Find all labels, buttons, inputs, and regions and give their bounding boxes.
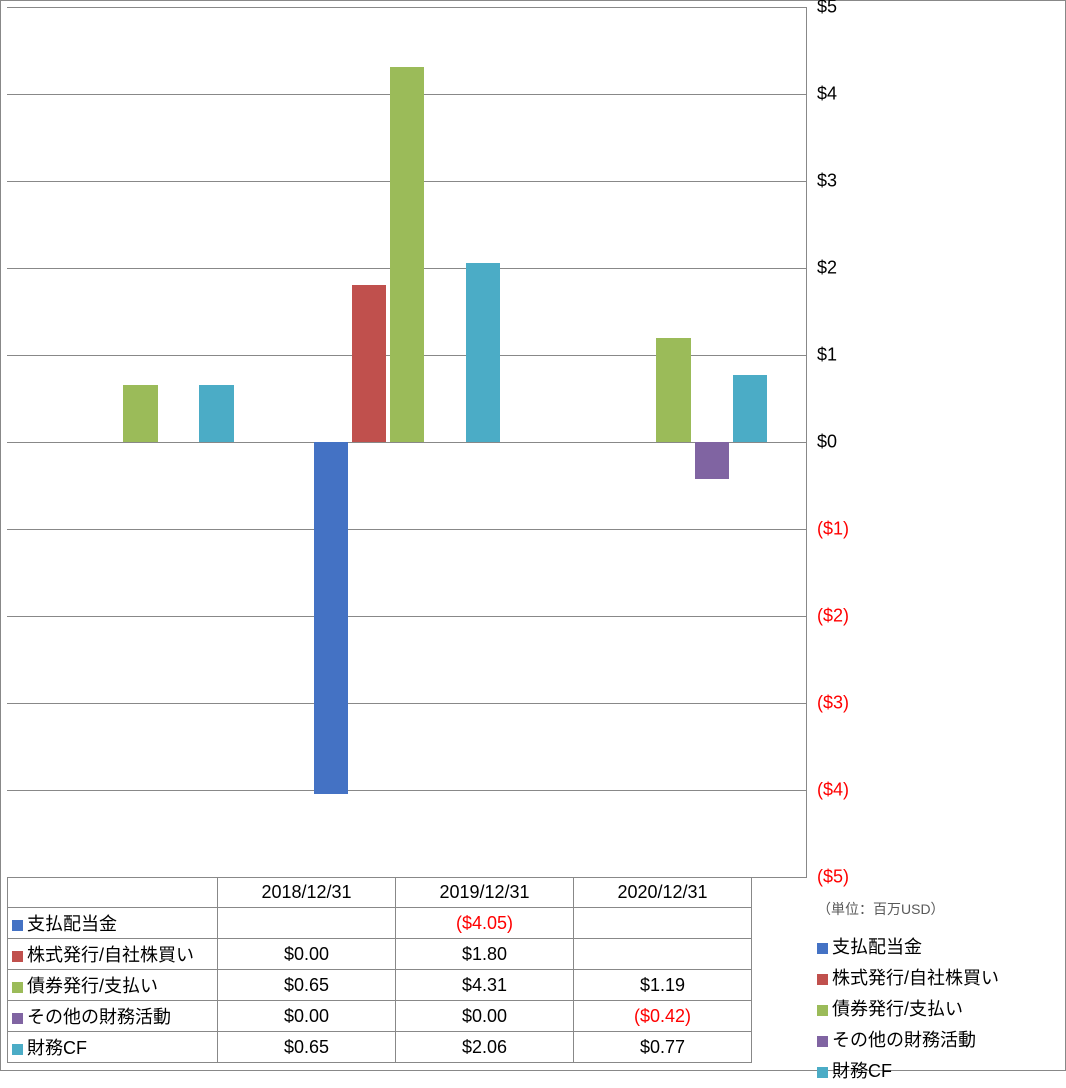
legend-label: 財務CF xyxy=(832,1061,892,1081)
gridline xyxy=(7,703,807,704)
table-header-row: 2018/12/312019/12/312020/12/31 xyxy=(8,878,752,908)
row-label-cell: 財務CF xyxy=(8,1032,218,1063)
table-row: 債券発行/支払い $0.65$4.31$1.19 xyxy=(8,970,752,1001)
y-tick-label: ($1) xyxy=(817,519,849,540)
table-cell xyxy=(218,908,396,939)
table-row: 財務CF $0.65$2.06$0.77 xyxy=(8,1032,752,1063)
table-row: 支払配当金 ($4.05) xyxy=(8,908,752,939)
gridline xyxy=(7,7,807,8)
bar-fincf xyxy=(733,375,767,442)
chart-container: $5 $4 $3 $2 $1 $0 ($1) ($2) ($3) ($4) ($5) （単位：百万U… xyxy=(0,0,1066,1071)
series-swatch xyxy=(12,1044,23,1055)
table-cell: $0.65 xyxy=(218,970,396,1001)
table-header-cell: 2019/12/31 xyxy=(396,878,574,908)
table-cell xyxy=(574,939,752,970)
legend-swatch xyxy=(817,1036,828,1047)
legend-label: 債券発行/支払い xyxy=(832,999,963,1019)
legend: 支払配当金株式発行/自社株買い債券発行/支払いその他の財務活動財務CF xyxy=(817,933,999,1088)
row-label-cell: その他の財務活動 xyxy=(8,1001,218,1032)
series-swatch xyxy=(12,1013,23,1024)
table-row: その他の財務活動$0.00$0.00($0.42) xyxy=(8,1001,752,1032)
table-cell: ($4.05) xyxy=(396,908,574,939)
y-tick-label: ($2) xyxy=(817,606,849,627)
y-tick-label: $1 xyxy=(817,345,837,366)
bar-fincf xyxy=(466,263,500,442)
table-cell: $1.80 xyxy=(396,939,574,970)
bar-debt xyxy=(390,67,424,442)
row-label-text: 債券発行/支払い xyxy=(27,976,158,996)
legend-label: その他の財務活動 xyxy=(832,1030,976,1050)
row-label-cell: 支払配当金 xyxy=(8,908,218,939)
legend-label: 株式発行/自社株買い xyxy=(832,968,999,988)
y-tick-label: $2 xyxy=(817,258,837,279)
legend-item: 株式発行/自社株買い xyxy=(817,964,999,990)
table-cell: $0.77 xyxy=(574,1032,752,1063)
row-label-cell: 債券発行/支払い xyxy=(8,970,218,1001)
table-cell: $0.65 xyxy=(218,1032,396,1063)
table-header-cell: 2020/12/31 xyxy=(574,878,752,908)
table-cell: $0.00 xyxy=(218,939,396,970)
bar-dividends xyxy=(314,442,348,794)
y-tick-label: $0 xyxy=(817,432,837,453)
table-cell: $0.00 xyxy=(396,1001,574,1032)
y-tick-label: $3 xyxy=(817,171,837,192)
gridline xyxy=(7,790,807,791)
data-table: 2018/12/312019/12/312020/12/31 支払配当金 ($4.0… xyxy=(7,877,752,1063)
gridline xyxy=(7,616,807,617)
plot-area xyxy=(7,7,807,877)
table-cell: ($0.42) xyxy=(574,1001,752,1032)
legend-swatch xyxy=(817,943,828,954)
bar-equity xyxy=(352,285,386,442)
row-label-cell: 株式発行/自社株買い xyxy=(8,939,218,970)
bar-fincf xyxy=(199,385,233,442)
bar-debt xyxy=(656,338,690,442)
legend-item: その他の財務活動 xyxy=(817,1026,999,1052)
legend-item: 支払配当金 xyxy=(817,933,999,959)
row-label-text: 支払配当金 xyxy=(27,914,117,934)
table-cell: $2.06 xyxy=(396,1032,574,1063)
gridline xyxy=(7,529,807,530)
row-label-text: 株式発行/自社株買い xyxy=(27,945,194,965)
row-label-text: 財務CF xyxy=(27,1038,87,1058)
series-swatch xyxy=(12,982,23,993)
series-swatch xyxy=(12,920,23,931)
table-cell xyxy=(574,908,752,939)
table-corner-cell xyxy=(8,878,218,908)
table-row: 株式発行/自社株買い $0.00$1.80 xyxy=(8,939,752,970)
series-swatch xyxy=(12,951,23,962)
legend-item: 債券発行/支払い xyxy=(817,995,999,1021)
legend-swatch xyxy=(817,974,828,985)
row-label-text: その他の財務活動 xyxy=(27,1007,171,1027)
bar-debt xyxy=(123,385,157,442)
y-tick-label: $5 xyxy=(817,0,837,18)
y-tick-label: $4 xyxy=(817,84,837,105)
unit-label: （単位：百万USD） xyxy=(817,899,945,919)
y-tick-label: ($4) xyxy=(817,780,849,801)
bar-other xyxy=(695,442,729,479)
table-header-cell: 2018/12/31 xyxy=(218,878,396,908)
table-cell: $1.19 xyxy=(574,970,752,1001)
legend-swatch xyxy=(817,1005,828,1016)
legend-swatch xyxy=(817,1067,828,1078)
table-cell: $0.00 xyxy=(218,1001,396,1032)
y-tick-label: ($3) xyxy=(817,693,849,714)
y-tick-label: ($5) xyxy=(817,867,849,888)
legend-label: 支払配当金 xyxy=(832,937,922,957)
legend-item: 財務CF xyxy=(817,1057,999,1083)
table-cell: $4.31 xyxy=(396,970,574,1001)
gridline xyxy=(7,442,807,443)
